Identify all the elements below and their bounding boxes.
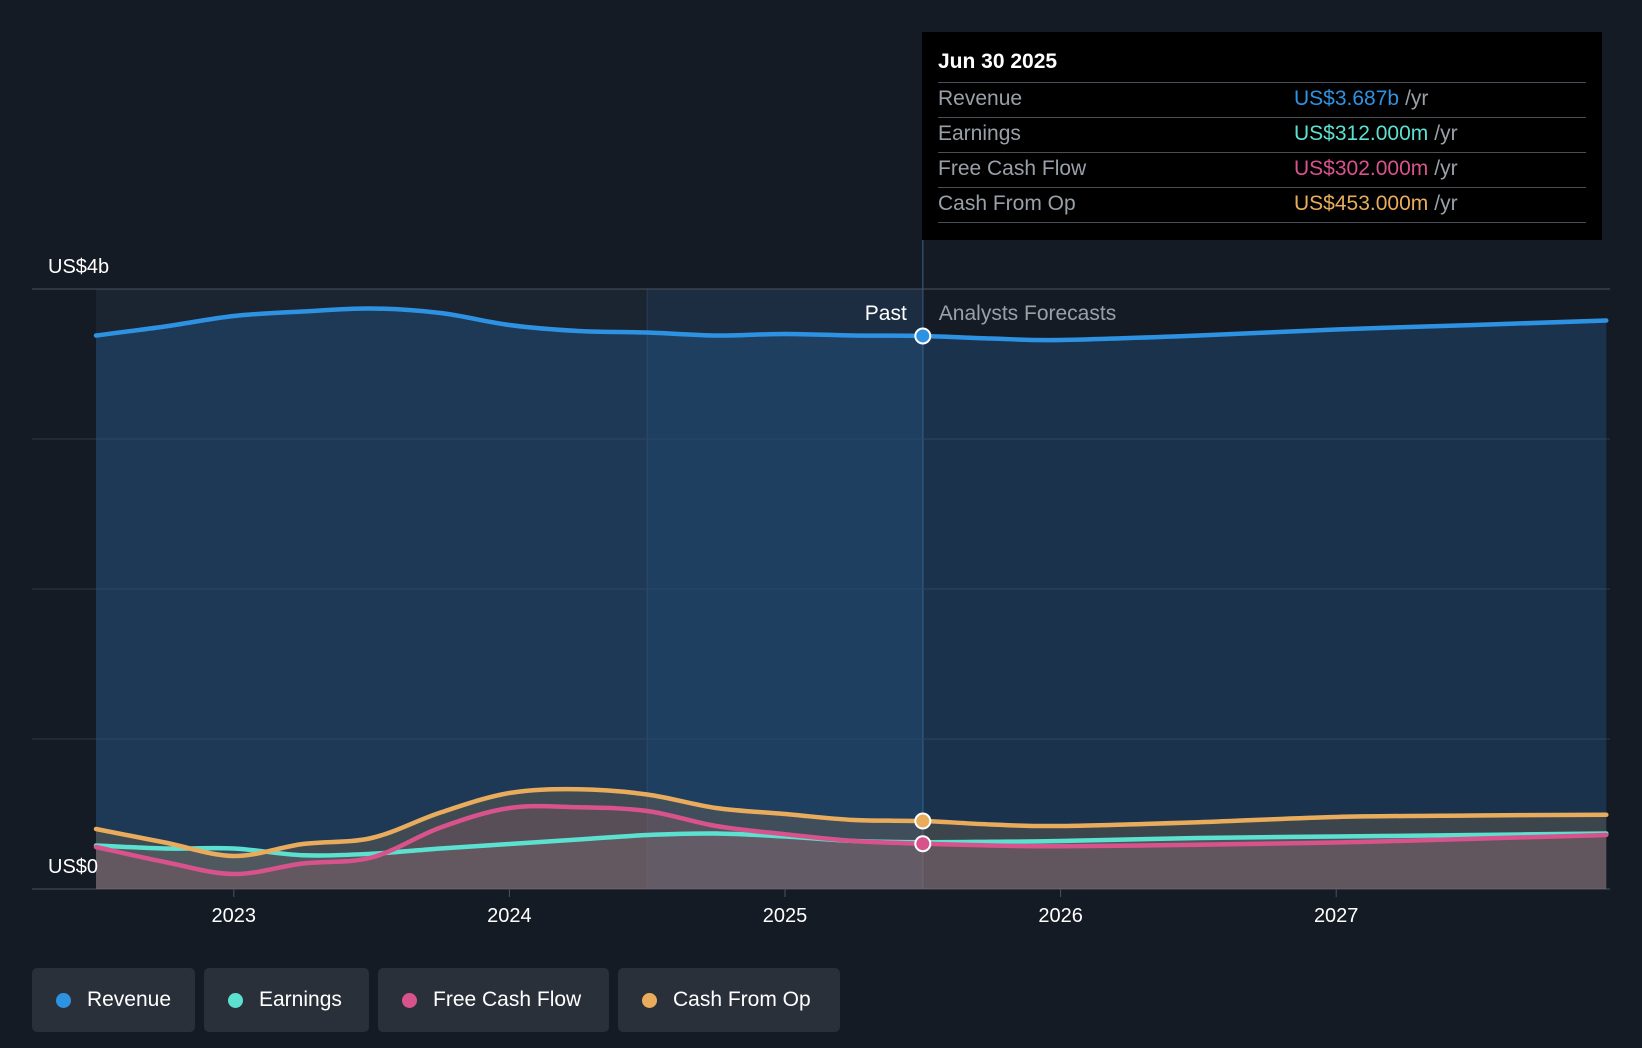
legend-label: Earnings xyxy=(259,988,342,1011)
free-cash-flow-dot-icon xyxy=(402,992,417,1008)
free-cash-flow-line xyxy=(93,803,1609,877)
revenue-marker xyxy=(914,327,932,345)
past-label: Past xyxy=(865,302,907,325)
forecast-label: Analysts Forecasts xyxy=(939,302,1116,325)
legend-label: Revenue xyxy=(86,988,171,1011)
x-tick-label: 2027 xyxy=(1314,905,1359,927)
tooltip-value: US$3.687b xyxy=(1294,87,1400,110)
tooltip-value: US$312.000m xyxy=(1294,122,1429,145)
x-tick-label: 2024 xyxy=(487,905,532,927)
chart-legend: Revenue Earnings Free Cash Flow Cash Fro… xyxy=(32,968,840,1032)
tooltip-row-free-cash-flow: Free Cash Flow US$302.000m /yr xyxy=(938,152,1586,187)
revenue-dot-icon xyxy=(56,992,71,1008)
tooltip-value: US$302.000m xyxy=(1294,157,1429,180)
legend-item-free-cash-flow[interactable]: Free Cash Flow xyxy=(378,968,609,1032)
revenue-line xyxy=(93,306,1609,343)
tooltip-unit: /yr xyxy=(1405,87,1429,110)
tooltip-value: US$453.000m xyxy=(1294,192,1429,215)
cash-from-op-dot-icon xyxy=(642,992,657,1008)
series-areas xyxy=(96,308,1607,889)
earnings-dot-icon xyxy=(228,992,243,1008)
axis-labels: 2023 2024 2025 2026 2027 US$4b US$0 Past Analyst… xyxy=(48,256,1358,927)
tooltip-unit: /yr xyxy=(1434,192,1458,215)
tooltip-date: Jun 30 2025 xyxy=(938,50,1058,73)
tooltip-row-cash-from-op: Cash From Op US$453.000m /yr xyxy=(938,187,1586,223)
series-lines xyxy=(93,306,1609,877)
earnings-line xyxy=(93,831,1609,858)
tooltip-row-earnings: Earnings US$312.000m /yr xyxy=(938,117,1586,152)
tooltip-row-revenue: Revenue US$3.687b /yr xyxy=(938,82,1586,117)
tooltip-unit: /yr xyxy=(1434,157,1458,180)
series-markers xyxy=(914,327,932,853)
x-tick-label: 2023 xyxy=(212,905,257,927)
free-cash-flow-marker xyxy=(914,835,932,853)
tooltip-label: Earnings xyxy=(938,122,1021,145)
x-tick-label: 2025 xyxy=(763,905,808,927)
cash-from-op-marker xyxy=(914,812,932,830)
y-max-label: US$4b xyxy=(48,256,109,278)
data-tooltip: Jun 30 2025 Revenue US$3.687b /yr Earnin… xyxy=(922,32,1602,240)
legend-label: Cash From Op xyxy=(673,988,811,1011)
legend-item-revenue[interactable]: Revenue xyxy=(32,968,195,1032)
revenue-area xyxy=(96,308,1607,889)
x-tick-label: 2026 xyxy=(1038,905,1083,927)
gridlines xyxy=(32,288,1610,897)
tooltip-label: Cash From Op xyxy=(938,192,1076,215)
legend-label: Free Cash Flow xyxy=(433,988,582,1011)
tooltip-unit: /yr xyxy=(1434,122,1458,145)
free-cash-flow-area xyxy=(96,806,1607,889)
tooltip-label: Revenue xyxy=(938,87,1023,110)
legend-item-cash-from-op[interactable]: Cash From Op xyxy=(618,968,840,1032)
cash-from-op-line xyxy=(93,786,1609,859)
y-min-label: US$0 xyxy=(48,856,98,878)
tooltip-label: Free Cash Flow xyxy=(938,157,1087,180)
legend-item-earnings[interactable]: Earnings xyxy=(204,968,369,1032)
